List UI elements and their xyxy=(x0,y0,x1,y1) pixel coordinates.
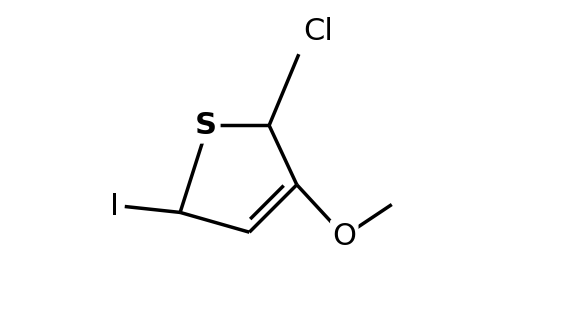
Text: O: O xyxy=(332,222,356,251)
Text: I: I xyxy=(110,192,119,221)
Text: S: S xyxy=(195,111,217,140)
Text: Cl: Cl xyxy=(303,17,333,46)
